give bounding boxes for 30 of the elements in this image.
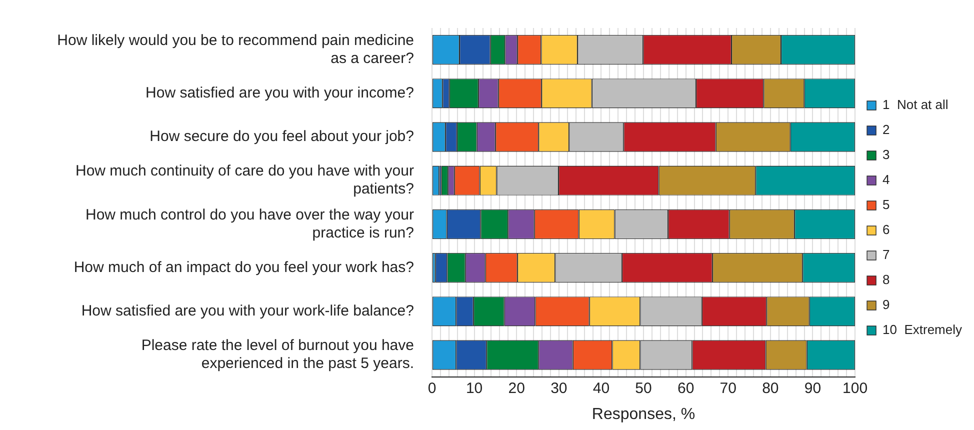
x-tick-label: 70 (720, 380, 736, 397)
x-tick-label: 20 (508, 380, 525, 397)
x-axis-title: Responses, % (592, 406, 696, 423)
x-tick-label: 100 (842, 380, 868, 397)
x-tick-label: 60 (677, 380, 694, 397)
legend-label: 1 Not at all (882, 97, 948, 112)
legend-label: 9 (882, 297, 890, 312)
x-tick-label: 80 (762, 380, 779, 397)
legend-label: 3 (882, 147, 890, 162)
x-tick-label: 50 (635, 380, 652, 397)
x-tick-label: 30 (550, 380, 568, 397)
legend-label: 2 (882, 122, 890, 138)
x-tick-label: 0 (428, 380, 436, 397)
y-tick-label: How likely would you be to recommend pain medicine as a career? (57, 32, 414, 67)
legend-label: 6 (882, 222, 890, 238)
y-tick-label: How much of an impact do you feel your work has? (74, 258, 414, 276)
legend-label: 10 Extremely (882, 322, 962, 338)
legend-label: 5 (882, 197, 890, 212)
x-tick-label: 10 (466, 380, 483, 397)
legend-label: 8 (882, 272, 890, 288)
x-tick-label: 90 (804, 380, 822, 397)
y-tick-label: How satisfied are you with your work-life balance? (81, 302, 414, 320)
x-tick-label: 40 (592, 380, 610, 397)
y-tick-label: How much continuity of care do you have with your patients? (75, 162, 414, 198)
y-tick-label: Please rate the level of burnout you have experienced in the past 5 years. (141, 337, 414, 372)
legend-label: 4 (882, 172, 890, 188)
y-tick-label: How secure do you feel about your job? (150, 128, 414, 146)
y-tick-label: How much control do you have over the way your practice is run? (86, 206, 414, 242)
legend-label: 7 (882, 247, 890, 262)
y-tick-label: How satisfied are you with your income? (146, 84, 414, 102)
